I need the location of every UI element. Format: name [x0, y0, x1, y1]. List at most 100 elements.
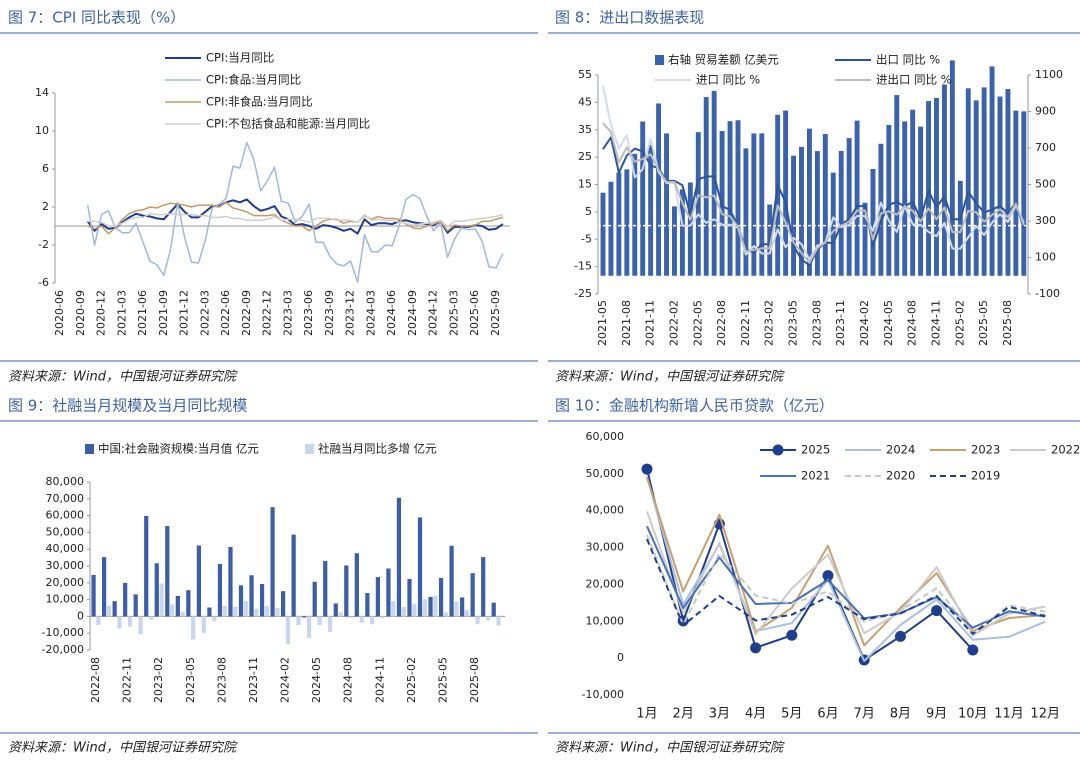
bar — [687, 182, 693, 276]
x-tick-label: 2023-11 — [834, 300, 847, 346]
point-marker — [967, 644, 979, 656]
legend-label: 进口 同比 % — [696, 73, 760, 87]
bar — [238, 585, 244, 617]
x-tick-label: 2022-12 — [261, 290, 274, 336]
bar — [671, 206, 677, 276]
x-tick-label: 2024-05 — [310, 657, 323, 703]
x-tick-label: 2022-11 — [121, 657, 134, 703]
bar — [296, 616, 301, 626]
x-tick-label: 2024-02 — [279, 657, 292, 703]
x-tick-label: 2024-03 — [364, 290, 377, 336]
y-tick-label: -6 — [38, 276, 49, 289]
bar — [123, 582, 128, 617]
x-tick-label: 2024-08 — [342, 657, 355, 703]
y-tick-label: 70,000 — [46, 492, 85, 505]
point-marker — [786, 629, 798, 641]
bar — [91, 574, 96, 617]
bar — [133, 594, 138, 617]
bar — [243, 601, 248, 617]
bar — [496, 616, 501, 626]
x-tick-label: 11月 — [994, 707, 1024, 722]
bar — [703, 97, 709, 276]
legend-label: 社融当月同比多增 亿元 — [318, 442, 437, 456]
y-tick-label: 45 — [578, 95, 592, 108]
bar — [806, 128, 812, 276]
bar — [656, 103, 662, 276]
y2-tick-label: 500 — [1035, 178, 1056, 191]
y2-tick-label: 100 — [1035, 251, 1056, 264]
bar — [222, 605, 227, 617]
series-line — [602, 122, 1025, 264]
x-tick-label: 2025-08 — [468, 657, 481, 703]
bar — [323, 560, 328, 617]
series-line — [646, 538, 1046, 635]
bar — [640, 121, 646, 276]
bar — [743, 148, 749, 276]
y-tick-label: 40,000 — [586, 504, 625, 517]
bar — [481, 557, 486, 617]
x-tick-label: 2025-03 — [447, 290, 460, 336]
bar — [449, 545, 454, 617]
bar — [217, 563, 223, 617]
x-tick-label: 8月 — [890, 707, 911, 722]
x-tick-label: 2020-12 — [95, 290, 108, 336]
legend-label: 出口 同比 % — [876, 53, 940, 67]
x-tick-label: 2024-08 — [906, 300, 919, 346]
y-tick-label: 25 — [578, 150, 592, 163]
y-tick-label: 2 — [42, 200, 49, 213]
legend-label: 2021 — [801, 469, 830, 483]
chart-title: 图 8：进出口数据表现 — [555, 9, 704, 27]
bar — [934, 97, 939, 276]
y-tick-label: 14 — [35, 86, 49, 99]
source-note: 资料来源：Wind，中国银河证券研究院 — [555, 740, 785, 756]
bar — [312, 581, 317, 617]
x-tick-label: 2025-02 — [405, 657, 418, 703]
legend-label: 中国:社会融资规模:当月值 亿元 — [98, 442, 259, 456]
y-tick-label: 55 — [578, 68, 592, 81]
x-tick-label: 6月 — [817, 707, 838, 722]
bar — [1013, 110, 1019, 276]
y-tick-label: -5 — [581, 232, 592, 245]
series-line — [86, 198, 504, 235]
bar — [254, 608, 259, 617]
bar — [302, 616, 307, 618]
bar — [799, 146, 804, 276]
bar — [186, 590, 191, 617]
y-tick-label: 5 — [585, 205, 592, 218]
legend-label: CPI:非食品:当月同比 — [206, 95, 313, 109]
bar — [191, 616, 196, 640]
point-marker — [641, 463, 653, 475]
bar — [616, 172, 622, 276]
x-tick-label: 2022-08 — [89, 657, 102, 703]
y-tick-label: 0 — [77, 609, 84, 622]
x-tick-label: 2025-06 — [468, 290, 481, 336]
series-line — [86, 141, 504, 283]
bar — [138, 616, 143, 635]
series-line — [602, 85, 1025, 261]
x-tick-label: 2023-08 — [215, 657, 228, 703]
bar — [941, 84, 947, 276]
bar — [870, 168, 876, 276]
bar — [1005, 89, 1011, 276]
bar — [344, 565, 349, 617]
y-tick-label: 40,000 — [46, 542, 85, 555]
bar — [365, 593, 370, 617]
bar — [327, 616, 333, 633]
bar — [910, 109, 916, 276]
bar — [154, 563, 159, 617]
y-tick-label: 6 — [42, 162, 49, 175]
y2-tick-label: -100 — [1035, 287, 1060, 300]
bar — [275, 607, 280, 617]
bar — [624, 169, 630, 276]
legend-label: CPI:不包括食品和能源:当月同比 — [206, 117, 370, 131]
x-tick-label: 2022-11 — [739, 300, 752, 346]
bar — [117, 616, 122, 629]
x-tick-label: 2021-05 — [596, 300, 609, 346]
y-tick-label: 60,000 — [46, 509, 85, 522]
legend-label: CPI:食品:当月同比 — [206, 73, 301, 87]
source-note: 资料来源：Wind，中国银河证券研究院 — [8, 369, 238, 385]
bar — [949, 60, 955, 276]
x-tick-label: 2021-03 — [115, 290, 128, 336]
x-tick-label: 1月 — [636, 707, 657, 722]
